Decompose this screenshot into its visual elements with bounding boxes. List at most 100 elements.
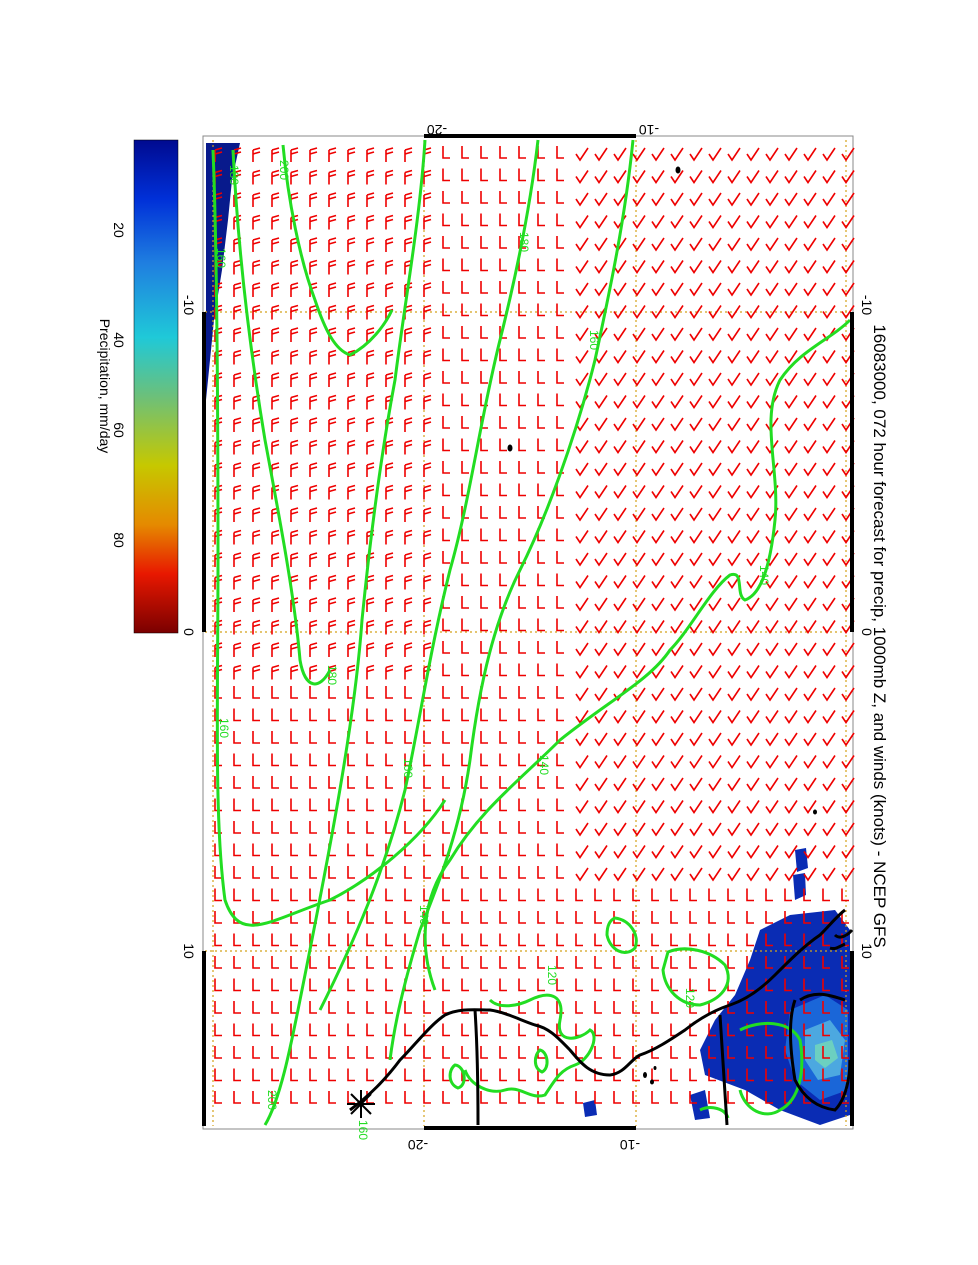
wind-barb (613, 956, 621, 969)
wind-barb (613, 1023, 621, 1037)
wind-barb (822, 867, 836, 882)
wind-barb (594, 147, 608, 162)
wind-barb (689, 687, 703, 702)
wind-barb (518, 528, 526, 542)
wind-barb (309, 417, 318, 432)
wind-barb (290, 484, 299, 500)
wind-barb (423, 597, 432, 612)
wind-barb (727, 1091, 735, 1104)
wind-barb (765, 642, 779, 657)
wind-barb (347, 304, 356, 320)
wind-barb (575, 665, 589, 679)
wind-barb (784, 350, 798, 364)
wind-barb (366, 1001, 374, 1014)
precip-cell-4 (690, 1090, 710, 1120)
wind-barb (765, 282, 779, 297)
wind-barb (575, 237, 589, 252)
wind-barb (556, 393, 564, 407)
wind-barb (632, 777, 646, 792)
wind-barb (594, 732, 608, 747)
wind-barb (366, 933, 374, 947)
wind-barb (651, 530, 665, 544)
wind-barb (233, 529, 242, 545)
wind-barb (556, 303, 564, 317)
wind-barb (385, 237, 394, 252)
wind-barb (670, 462, 684, 477)
wind-barb (309, 259, 318, 275)
wind-barb (423, 731, 431, 744)
wind-barb (765, 260, 779, 274)
wind-barb (765, 911, 773, 924)
wind-barb (518, 978, 526, 992)
coast-line (799, 992, 846, 1002)
wind-barb (765, 620, 779, 634)
wind-barb (613, 395, 627, 409)
wind-barb (518, 1091, 526, 1104)
wind-barb (594, 687, 608, 702)
wind-barb (537, 348, 545, 362)
wind-barb (537, 438, 545, 452)
wind-barb (442, 956, 450, 969)
wind-barb (461, 303, 469, 317)
wind-barb (765, 575, 779, 589)
wind-barb (309, 731, 317, 744)
wind-barb (328, 619, 337, 635)
wind-barb (727, 845, 741, 859)
wind-barb (689, 192, 703, 207)
wind-barb (708, 530, 722, 544)
wind-barb (233, 731, 241, 744)
wind-barb (746, 777, 760, 792)
wind-barb (746, 1068, 754, 1082)
wind-barb (708, 845, 722, 859)
wind-barb (271, 911, 279, 924)
wind-barb (594, 170, 608, 184)
wind-barb (271, 304, 280, 320)
wind-barb (556, 596, 564, 609)
contour-labels: 200 180 160 180 160 160 140 140 120 120 … (214, 160, 771, 1140)
wind-barb (803, 395, 817, 409)
wind-barb (803, 956, 811, 969)
wind-barb (822, 192, 836, 207)
wind-barb (442, 236, 450, 249)
wind-barb (252, 619, 261, 635)
wind-barb (252, 1046, 260, 1059)
wind-barb (214, 147, 223, 162)
wind-barb (461, 1046, 469, 1059)
wind-barb (746, 642, 760, 657)
wind-barb (537, 731, 545, 744)
wind-barb (347, 776, 355, 789)
wind-barb (727, 911, 735, 924)
wind-barb (670, 237, 684, 252)
wind-barb (727, 305, 741, 319)
wind-barb (784, 237, 798, 252)
wind-barb (328, 642, 337, 657)
wind-barb (328, 417, 337, 432)
wind-barb (385, 372, 394, 387)
wind-barb (841, 282, 855, 297)
wind-barb (765, 1091, 773, 1104)
wind-barb (442, 641, 450, 654)
wind-barb (404, 597, 413, 612)
wind-barb (461, 213, 469, 227)
wind-barb (575, 530, 589, 544)
colorbar-tick: 40 (111, 332, 127, 348)
wind-barb (385, 956, 393, 969)
wind-barb (290, 686, 298, 699)
wind-barb (670, 597, 684, 612)
wind-barb (347, 259, 356, 275)
contour-line (318, 139, 540, 1011)
wind-barb (822, 260, 836, 274)
wind-barb (556, 776, 564, 789)
contour-label: 160 (214, 248, 228, 268)
wind-barb (385, 259, 394, 275)
wind-barb (632, 395, 646, 409)
wind-barb (252, 507, 261, 522)
wind-barb (765, 1001, 773, 1014)
wind-barb (366, 776, 374, 789)
wind-barb (290, 866, 298, 879)
wind-barb (708, 327, 722, 342)
wind-barb (803, 575, 817, 589)
wind-barb (613, 552, 627, 567)
wind-barb (309, 642, 318, 657)
wind-barb (309, 394, 318, 410)
